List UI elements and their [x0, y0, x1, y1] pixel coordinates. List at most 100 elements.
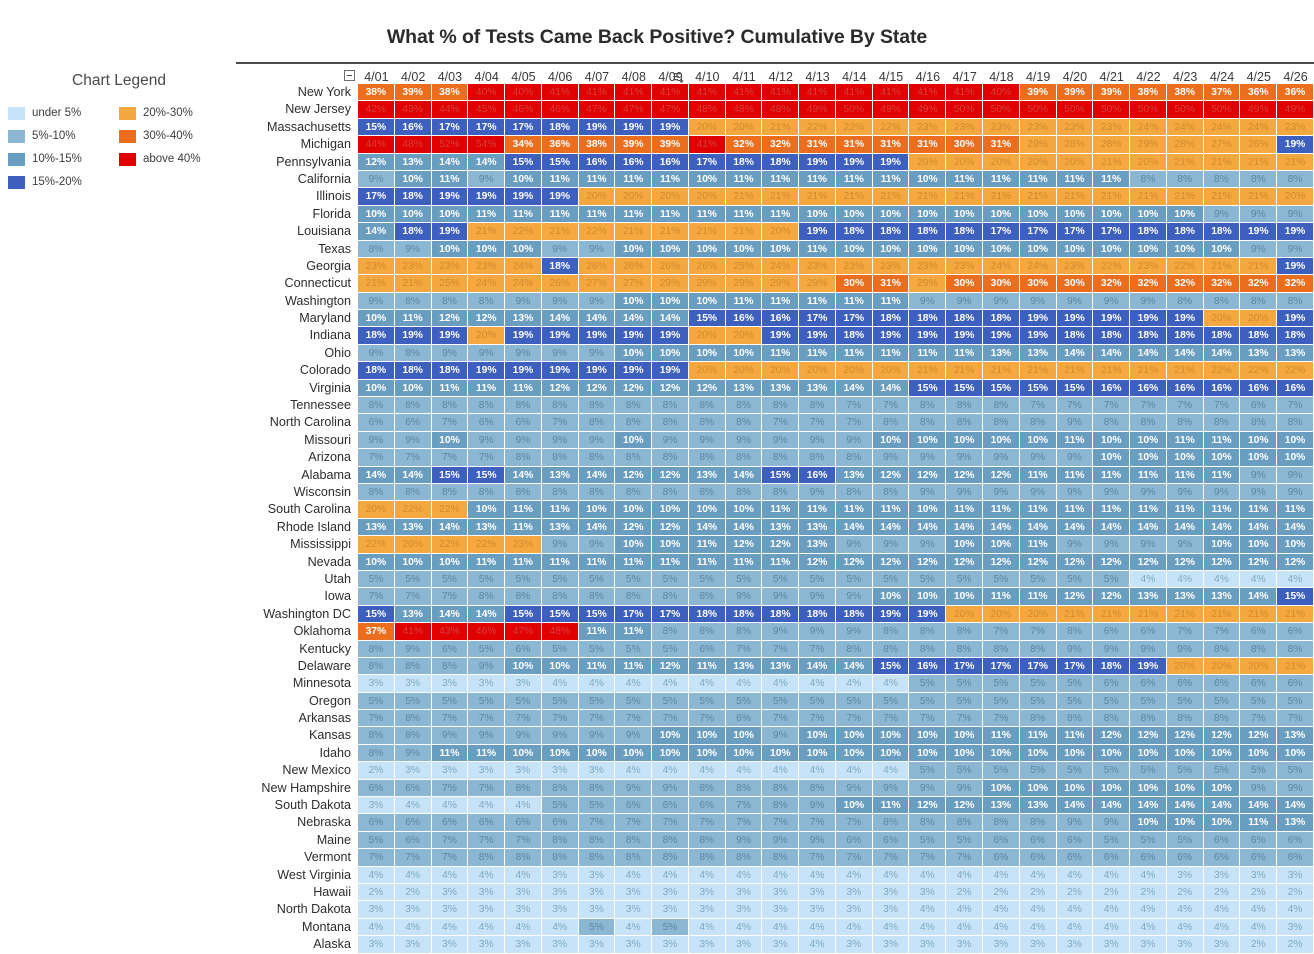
heatmap-cell[interactable]: 5%	[505, 692, 542, 711]
heatmap-cell[interactable]: 4%	[541, 918, 579, 937]
heatmap-cell[interactable]: 4%	[909, 901, 947, 919]
heatmap-cell[interactable]: 8%	[1130, 710, 1167, 728]
heatmap-cell[interactable]: 8%	[688, 849, 726, 867]
row-header-new-mexico[interactable]: New Mexico	[282, 763, 351, 778]
heatmap-cell[interactable]: 8%	[505, 849, 542, 867]
heatmap-cell[interactable]: 3%	[505, 901, 542, 919]
heatmap-cell[interactable]: 8%	[505, 779, 542, 798]
heatmap-cell[interactable]: 10%	[688, 501, 726, 519]
heatmap-cell[interactable]: 8%	[909, 414, 947, 432]
legend-item[interactable]: 5%-10%	[8, 125, 119, 147]
heatmap-cell[interactable]: 19%	[835, 153, 873, 171]
heatmap-cell[interactable]: 10%	[541, 657, 579, 676]
heatmap-cell[interactable]: 8%	[688, 483, 726, 502]
heatmap-cell[interactable]: 22%	[1240, 362, 1278, 380]
heatmap-cell[interactable]: 9%	[468, 727, 506, 745]
heatmap-cell[interactable]: 3%	[578, 901, 616, 919]
heatmap-cell[interactable]: 6%	[1130, 849, 1167, 867]
heatmap-cell[interactable]: 16%	[578, 153, 616, 171]
heatmap-cell[interactable]: 12%	[1203, 727, 1241, 745]
heatmap-cell[interactable]: 48%	[762, 101, 800, 119]
heatmap-cell[interactable]: 19%	[615, 118, 653, 137]
heatmap-cell[interactable]: 9%	[468, 344, 506, 363]
heatmap-cell[interactable]: 31%	[909, 136, 947, 154]
heatmap-cell[interactable]: 5%	[835, 692, 873, 711]
heatmap-cell[interactable]: 21%	[1277, 153, 1314, 171]
heatmap-cell[interactable]: 12%	[358, 153, 395, 171]
heatmap-cell[interactable]: 16%	[1203, 379, 1241, 398]
heatmap-cell[interactable]: 5%	[1203, 692, 1241, 711]
heatmap-cell[interactable]: 9%	[541, 727, 579, 745]
heatmap-cell[interactable]: 7%	[725, 814, 763, 832]
heatmap-cell[interactable]: 17%	[983, 223, 1020, 241]
heatmap-cell[interactable]: 41%	[652, 84, 689, 102]
heatmap-cell[interactable]: 5%	[799, 692, 836, 711]
heatmap-cell[interactable]: 23%	[394, 257, 432, 276]
heatmap-cell[interactable]: 8%	[688, 414, 726, 432]
heatmap-cell[interactable]: 11%	[1166, 466, 1204, 484]
heatmap-cell[interactable]: 4%	[1166, 918, 1204, 937]
heatmap-cell[interactable]: 26%	[688, 257, 726, 276]
heatmap-cell[interactable]: 22%	[1093, 257, 1131, 276]
heatmap-cell[interactable]: 7%	[799, 640, 836, 658]
heatmap-cell[interactable]: 20%	[799, 362, 836, 380]
heatmap-cell[interactable]: 11%	[1056, 501, 1094, 519]
heatmap-cell[interactable]: 9%	[652, 779, 689, 798]
heatmap-cell[interactable]: 3%	[725, 901, 763, 919]
heatmap-cell[interactable]: 38%	[1130, 84, 1167, 102]
heatmap-cell[interactable]: 3%	[872, 936, 910, 954]
heatmap-cell[interactable]: 18%	[835, 223, 873, 241]
heatmap-cell[interactable]: 24%	[1166, 118, 1204, 137]
heatmap-cell[interactable]: 16%	[394, 118, 432, 137]
heatmap-cell[interactable]: 8%	[762, 779, 800, 798]
heatmap-cell[interactable]: 4%	[1130, 570, 1167, 589]
heatmap-cell[interactable]: 11%	[762, 501, 800, 519]
heatmap-cell[interactable]: 7%	[394, 449, 432, 467]
heatmap-cell[interactable]: 13%	[1019, 344, 1057, 363]
heatmap-cell[interactable]: 7%	[1019, 623, 1057, 641]
heatmap-cell[interactable]: 30%	[946, 275, 984, 293]
heatmap-cell[interactable]: 11%	[762, 292, 800, 311]
heatmap-cell[interactable]: 4%	[1240, 570, 1278, 589]
heatmap-cell[interactable]: 4%	[688, 918, 726, 937]
heatmap-cell[interactable]: 19%	[983, 327, 1020, 345]
heatmap-cell[interactable]: 8%	[652, 397, 689, 415]
heatmap-cell[interactable]: 11%	[1056, 170, 1094, 189]
heatmap-cell[interactable]: 18%	[394, 362, 432, 380]
heatmap-cell[interactable]: 19%	[1240, 223, 1278, 241]
heatmap-cell[interactable]: 2%	[358, 762, 395, 780]
heatmap-cell[interactable]: 5%	[578, 797, 616, 815]
heatmap-cell[interactable]: 19%	[652, 327, 689, 345]
heatmap-cell[interactable]: 3%	[394, 901, 432, 919]
heatmap-cell[interactable]: 9%	[872, 449, 910, 467]
heatmap-cell[interactable]: 9%	[1277, 779, 1314, 798]
heatmap-cell[interactable]: 23%	[909, 257, 947, 276]
heatmap-cell[interactable]: 9%	[505, 292, 542, 311]
heatmap-cell[interactable]: 6%	[1277, 849, 1314, 867]
heatmap-cell[interactable]: 8%	[1019, 414, 1057, 432]
heatmap-cell[interactable]: 8%	[431, 397, 469, 415]
heatmap-cell[interactable]: 9%	[1056, 449, 1094, 467]
heatmap-cell[interactable]: 52%	[431, 136, 469, 154]
heatmap-cell[interactable]: 13%	[1277, 814, 1314, 832]
heatmap-cell[interactable]: 5%	[578, 692, 616, 711]
heatmap-cell[interactable]: 4%	[688, 675, 726, 693]
heatmap-cell[interactable]: 41%	[615, 84, 653, 102]
legend-item[interactable]: under 5%	[8, 102, 119, 124]
heatmap-cell[interactable]: 24%	[1130, 118, 1167, 137]
heatmap-cell[interactable]: 11%	[1019, 588, 1057, 606]
heatmap-cell[interactable]: 36%	[1277, 84, 1314, 102]
heatmap-cell[interactable]: 11%	[1019, 466, 1057, 484]
heatmap-cell[interactable]: 11%	[835, 501, 873, 519]
heatmap-cell[interactable]: 39%	[615, 136, 653, 154]
heatmap-cell[interactable]: 10%	[1166, 744, 1204, 763]
heatmap-cell[interactable]: 39%	[652, 136, 689, 154]
heatmap-cell[interactable]: 17%	[688, 153, 726, 171]
heatmap-cell[interactable]: 4%	[1093, 866, 1131, 884]
heatmap-cell[interactable]: 40%	[983, 84, 1020, 102]
heatmap-cell[interactable]: 11%	[541, 501, 579, 519]
heatmap-cell[interactable]: 3%	[505, 762, 542, 780]
heatmap-cell[interactable]: 4%	[1056, 866, 1094, 884]
heatmap-cell[interactable]: 4%	[1130, 901, 1167, 919]
heatmap-cell[interactable]: 19%	[578, 362, 616, 380]
